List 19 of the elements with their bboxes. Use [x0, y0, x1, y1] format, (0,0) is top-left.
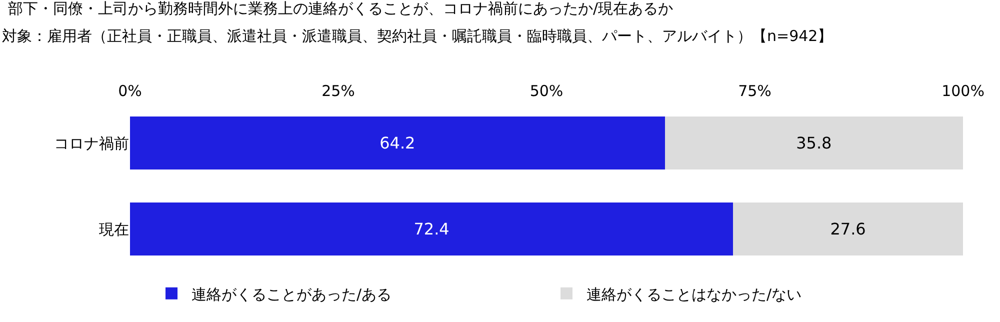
data-label: 35.8: [796, 134, 832, 152]
y-tick-label: コロナ禍前: [54, 134, 129, 152]
y-tick-label: 現在: [99, 220, 129, 238]
bar: [733, 202, 963, 256]
x-tick-label: 0%: [118, 82, 142, 100]
x-tick-label: 50%: [530, 82, 564, 100]
data-label: 64.2: [380, 134, 416, 152]
data-label: 27.6: [830, 220, 866, 238]
data-label: 72.4: [414, 220, 450, 238]
x-tick-label: 75%: [738, 82, 772, 100]
bar: [664, 116, 963, 170]
chart-title: 部下・同僚・上司から勤務時間外に業務上の連絡がくることが、コロナ禍前にあったか/現在あるか: [8, 0, 674, 18]
x-tick-label: 100%: [942, 82, 984, 100]
legend-label: 連絡がくることがあった/ある: [192, 285, 392, 304]
bar: [130, 202, 734, 256]
chart-subtitle: 対象：雇用者（正社員・正職員、派遣社員・派遣職員、契約社員・嘱託職員・臨時職員、パート、アルバイト）【n=942】: [2, 27, 833, 45]
x-tick-label: 25%: [322, 82, 355, 100]
legend-label: 連絡がくることはなかった/ない: [586, 285, 802, 304]
bar: [130, 116, 665, 170]
